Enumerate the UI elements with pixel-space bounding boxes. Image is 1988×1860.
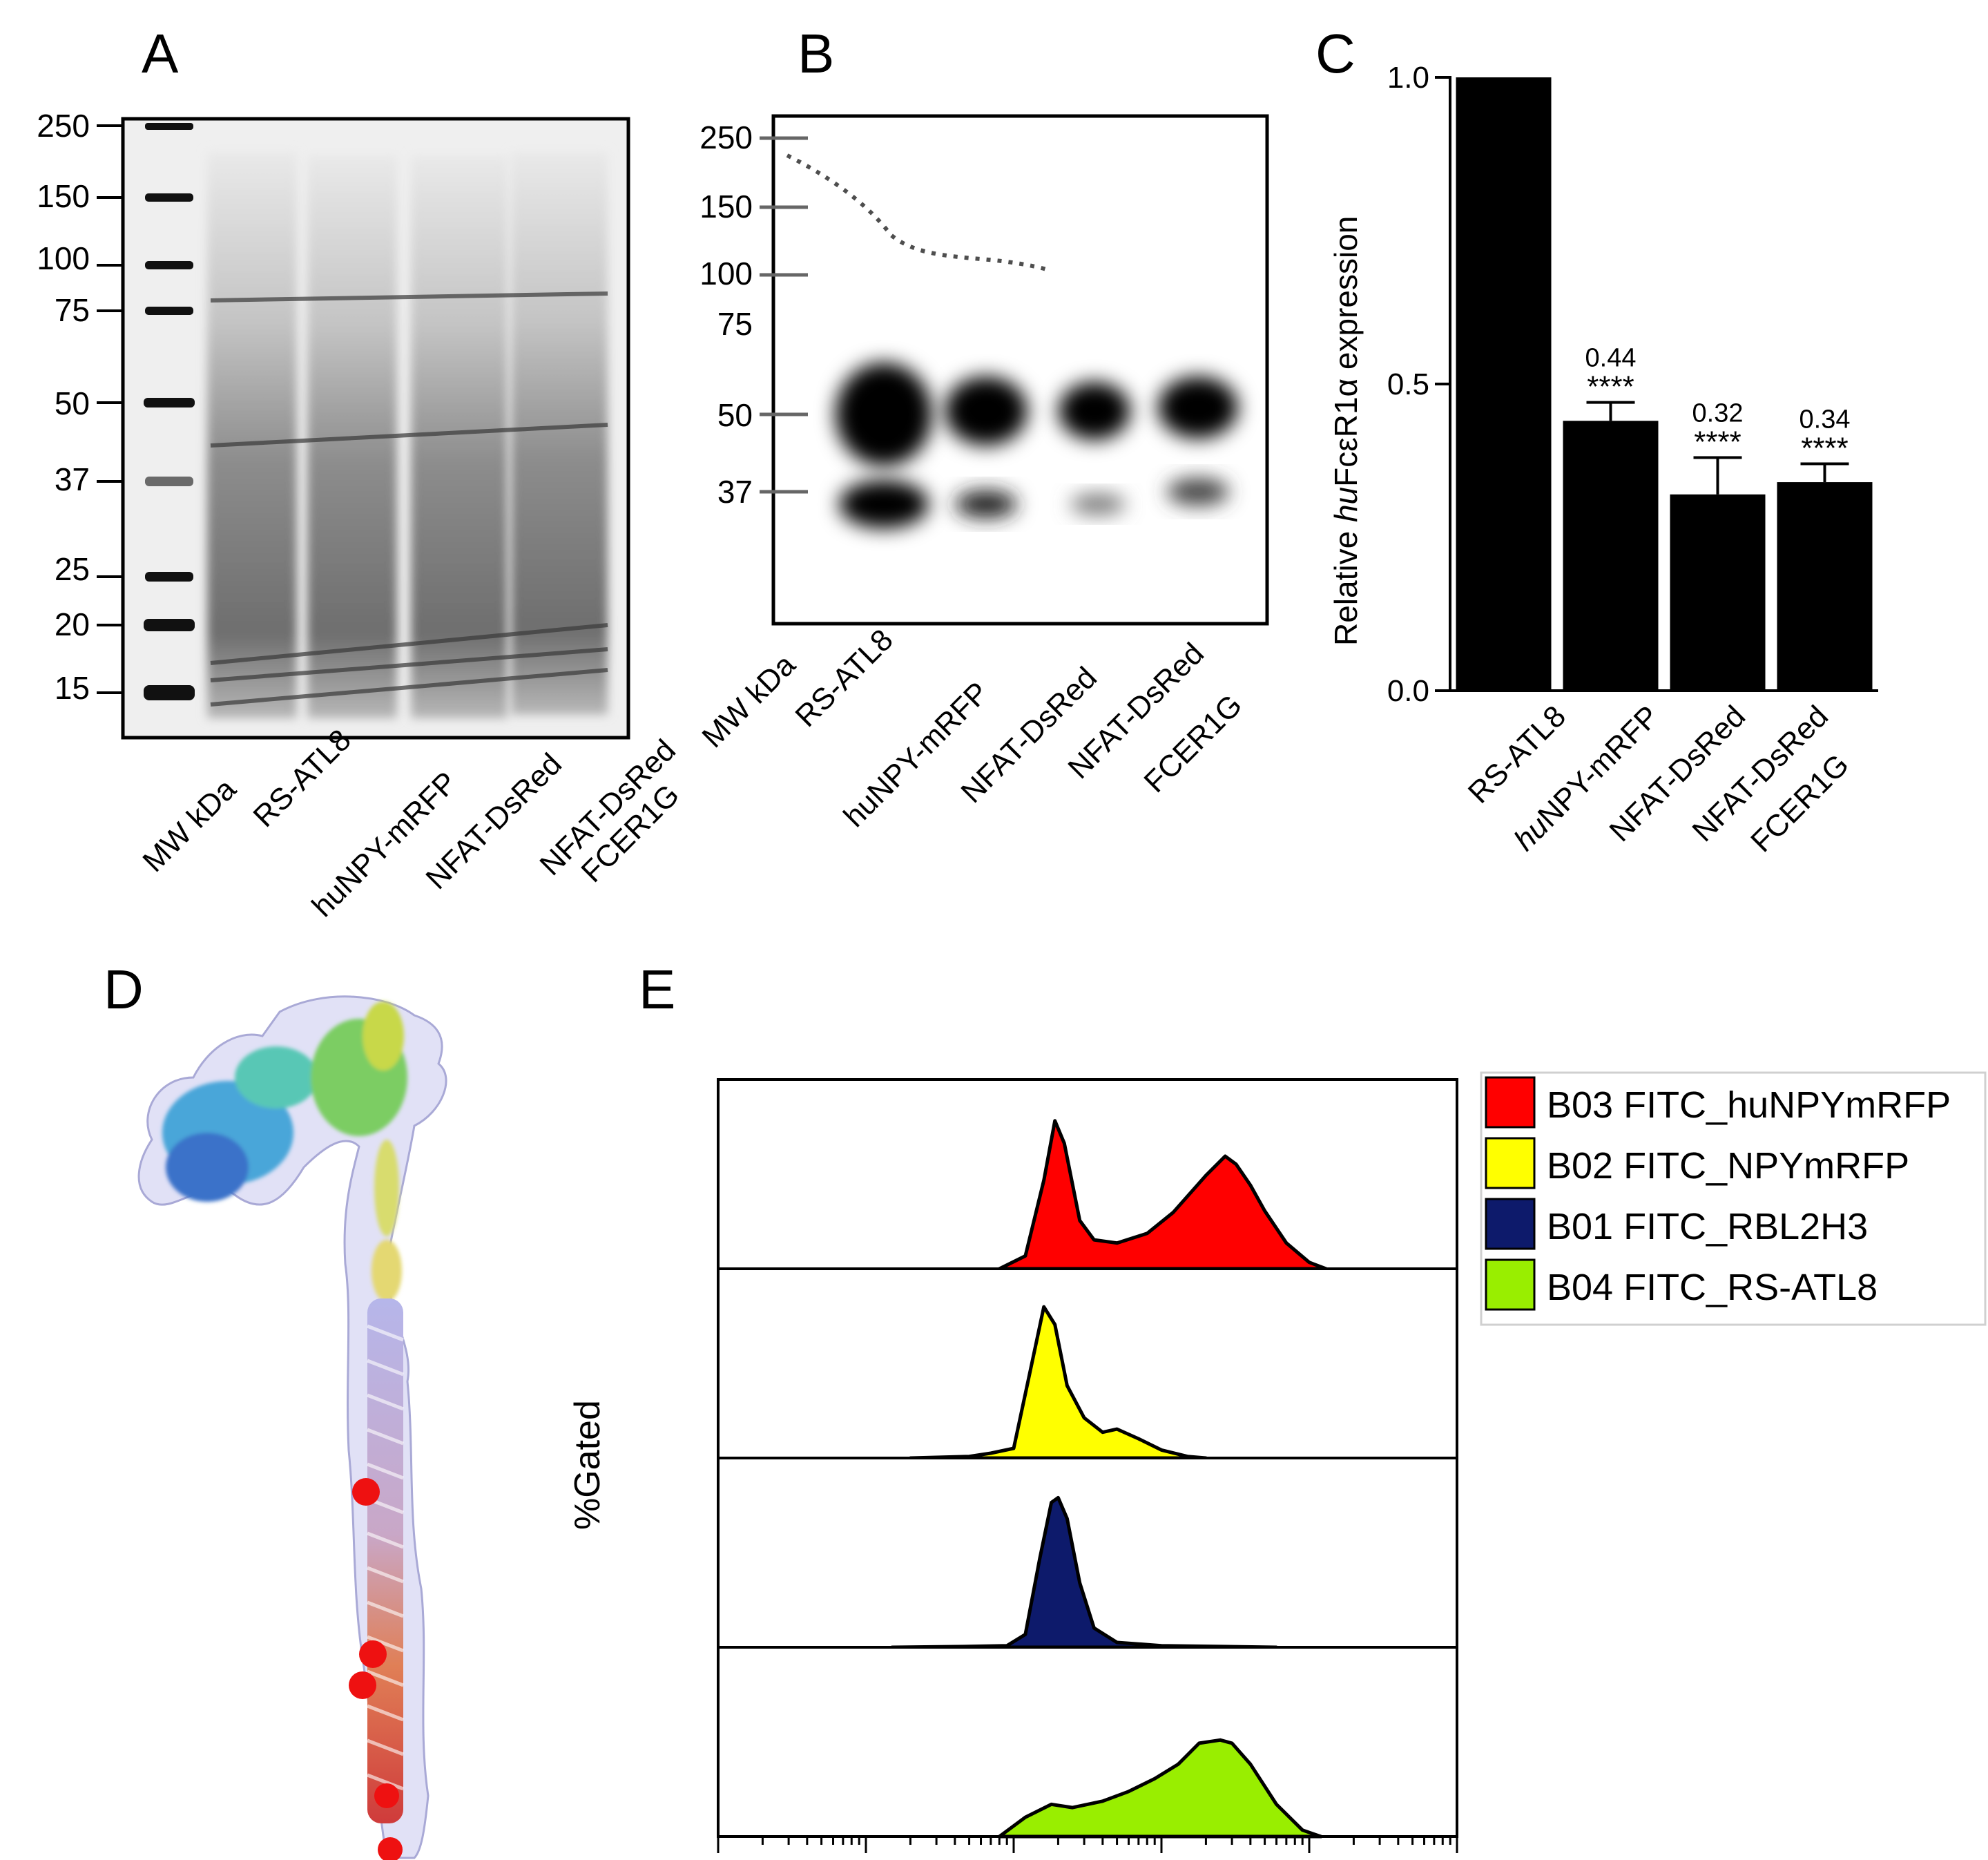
mw-label: 100 — [699, 256, 753, 291]
mw-label: 50 — [55, 385, 90, 421]
chart-c-x-labels: RS-ATL8 huNPY-mRFP NFAT-DsRed NFAT-DsRed… — [1462, 699, 1855, 859]
histogram-series — [997, 1119, 1328, 1271]
panel-a: A 250 15 — [37, 23, 686, 923]
gel-a-lane-rs-atl8 — [207, 152, 297, 718]
panel-d-letter: D — [104, 959, 144, 1020]
panel-b: B 250 150 100 75 50 37 — [695, 23, 1269, 834]
legend-swatch — [1485, 1076, 1536, 1129]
histogram-series — [908, 1305, 1208, 1460]
panel-e: E %Gated 10²10³10⁴10⁵10⁶ B03 FITC_huNPYm… — [568, 959, 1987, 1853]
data-label: 0.32 — [1692, 399, 1744, 428]
y-tick-label: 0.0 — [1387, 674, 1429, 708]
mw-label: 250 — [37, 108, 90, 144]
lane-label: huNPY-mRFP — [305, 765, 463, 923]
ribbon-domains — [162, 1001, 407, 1302]
chart-c-bars: ****0.44****0.32****0.34 — [1456, 77, 1873, 691]
panel-e-letter: E — [639, 959, 675, 1020]
panel-d: D — [104, 959, 447, 1860]
histogram-series — [997, 1738, 1323, 1839]
lane-label: huNPY-mRFP — [837, 675, 995, 834]
gel-a-lane-nfat-dsred-fcer1g — [511, 152, 608, 715]
mw-label: 37 — [717, 474, 753, 510]
blot-b-signal — [786, 153, 1238, 528]
bar — [1670, 494, 1766, 691]
legend-label: B04 FITC_RS-ATL8 — [1547, 1267, 1878, 1308]
lane-label: MW kDa — [695, 648, 802, 754]
chart-e-ylabel: %Gated — [568, 1400, 608, 1530]
mw-label: 75 — [717, 306, 753, 342]
mw-label: 250 — [699, 119, 753, 155]
panel-a-letter: A — [142, 23, 179, 84]
gel-a-lane-labels: MW kDa RS-ATL8 huNPY-mRFP NFAT-DsRed NFA… — [136, 723, 686, 923]
mw-label: 37 — [55, 461, 90, 497]
blot-b-lane-labels: MW kDa RS-ATL8 huNPY-mRFP NFAT-DsRed NFA… — [695, 623, 1248, 834]
ylabel-post: FcεR1α expression — [1328, 216, 1364, 487]
chart-c-ylabel: Relative huFcεR1α expression — [1328, 216, 1364, 646]
highlighted-residues — [349, 1478, 403, 1860]
significance-label: **** — [1801, 431, 1849, 465]
legend-swatch — [1485, 1198, 1536, 1250]
panel-c-letter: C — [1315, 23, 1355, 84]
panel-b-letter: B — [798, 23, 834, 84]
y-tick-label: 0.5 — [1387, 367, 1429, 401]
legend-swatch — [1485, 1137, 1536, 1189]
bar — [1456, 77, 1552, 691]
mw-label: 75 — [55, 292, 90, 328]
significance-label: **** — [1587, 370, 1634, 404]
blot-b-mw-labels: 250 150 100 75 50 37 — [699, 119, 808, 510]
mw-label: 20 — [55, 606, 90, 642]
protein-structure-image — [137, 995, 447, 1860]
significance-label: **** — [1694, 425, 1741, 459]
chart-e-plots — [717, 1078, 1458, 1839]
blot-b-frame — [771, 114, 1269, 626]
data-label: 0.44 — [1585, 344, 1637, 373]
ylabel-italic: hu — [1328, 487, 1364, 522]
histogram-series — [890, 1495, 1278, 1649]
helix-turns — [367, 1324, 404, 1791]
gel-a-ladder — [144, 123, 195, 700]
lane-label: RS-ATL8 — [247, 723, 357, 834]
legend-label: B02 FITC_NPYmRFP — [1547, 1145, 1909, 1187]
chart-e-legend: B03 FITC_huNPYmRFP B02 FITC_NPYmRFP B01 … — [1480, 1071, 1987, 1326]
gel-a-bands — [210, 291, 608, 707]
data-label: 0.34 — [1799, 405, 1851, 434]
gel-a-mw-labels: 250 150 100 75 50 37 25 20 15 — [37, 108, 123, 706]
ylabel-pre: Relative — [1328, 522, 1364, 646]
bar — [1777, 482, 1873, 691]
lane-label: MW kDa — [136, 772, 242, 879]
mw-label: 15 — [55, 670, 90, 706]
bar — [1563, 421, 1659, 691]
helix-coil — [367, 1298, 403, 1823]
chart-e-x-axis: 10²10³10⁴10⁵10⁶ — [717, 1837, 1458, 1853]
mw-label: 100 — [37, 240, 90, 276]
mw-label: 25 — [55, 551, 90, 587]
gel-a-lane-nfat-dsred — [411, 155, 508, 718]
legend-box — [1480, 1071, 1987, 1326]
y-tick-label: 1.0 — [1387, 61, 1429, 95]
legend-swatch — [1485, 1258, 1536, 1311]
mw-label: 50 — [717, 397, 753, 433]
lane-label: RS-ATL8 — [789, 623, 899, 734]
legend-label: B01 FITC_RBL2H3 — [1547, 1206, 1868, 1247]
mw-label: 150 — [37, 178, 90, 214]
panel-c: C Relative huFcεR1α expression 0.0 0.5 1.0… — [1315, 23, 1878, 859]
legend-label: B03 FITC_huNPYmRFP — [1547, 1084, 1951, 1126]
gel-a-lanes — [207, 152, 608, 718]
mw-label: 150 — [699, 189, 753, 224]
